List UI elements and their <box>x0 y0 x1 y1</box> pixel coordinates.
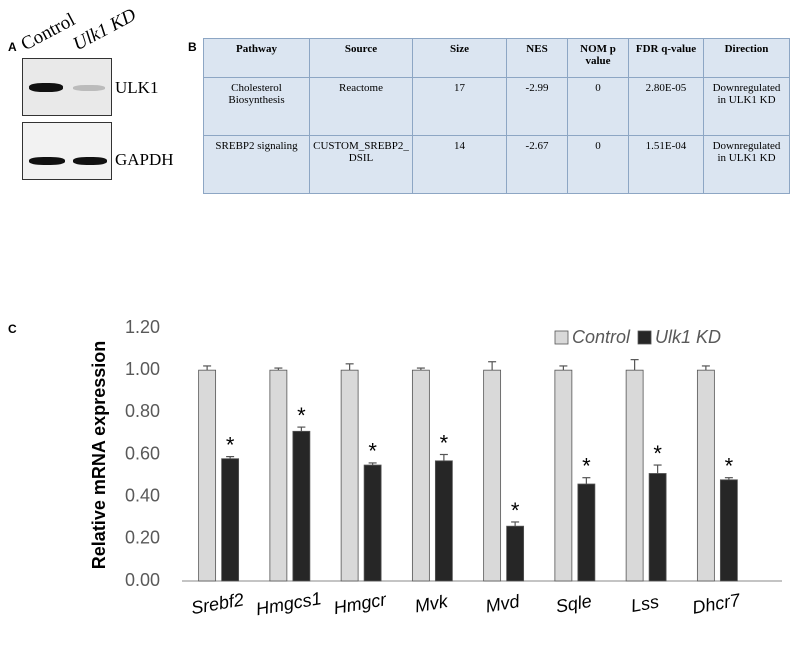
bar <box>411 369 430 582</box>
bar <box>554 369 573 582</box>
bar <box>363 464 382 582</box>
significance-marker: * <box>297 403 306 428</box>
bar <box>625 369 644 582</box>
cell: CUSTOM_SREBP2_DSIL <box>309 135 413 194</box>
significance-marker: * <box>725 454 734 479</box>
x-tick-label: Mvd <box>484 591 522 617</box>
protein-label: GAPDH <box>115 150 174 169</box>
y-tick-label: 1.20 <box>125 317 160 337</box>
x-tick-label: Dhcr7 <box>691 590 743 618</box>
cell: Downregulated in ULK1 KD <box>703 77 790 136</box>
y-tick-label: 0.40 <box>125 485 160 505</box>
significance-marker: * <box>368 439 377 464</box>
legend-label: Ulk1 KD <box>655 327 721 347</box>
cell: 2.80E-05 <box>628 77 704 136</box>
y-tick-label: 0.00 <box>125 570 160 590</box>
lane-label: Control <box>17 9 79 56</box>
bar <box>221 458 240 582</box>
bar <box>719 479 738 582</box>
cell: 0 <box>567 135 629 194</box>
bar <box>483 369 502 582</box>
lane-label: Ulk1 KD <box>69 4 140 56</box>
x-tick-label: Mvk <box>413 591 450 617</box>
y-tick-label: 0.60 <box>125 443 160 463</box>
y-tick-label: 0.20 <box>125 528 160 548</box>
cell: Downregulated in ULK1 KD <box>703 135 790 194</box>
header-cell: Direction <box>703 38 790 78</box>
y-tick-label: 1.00 <box>125 359 160 379</box>
x-tick-label: Sqle <box>554 591 593 617</box>
significance-marker: * <box>440 430 449 455</box>
cell: Cholesterol Biosynthesis <box>203 77 310 136</box>
cell: 14 <box>412 135 507 194</box>
gsea-table: Pathway Source Size NES NOM p value FDR … <box>203 38 790 194</box>
bar <box>292 430 311 582</box>
significance-marker: * <box>582 454 591 479</box>
bar <box>198 369 217 582</box>
legend-swatch <box>554 330 569 345</box>
blot-image <box>22 58 112 116</box>
legend-label: Control <box>572 327 631 347</box>
cell: Reactome <box>309 77 413 136</box>
bar <box>434 460 453 582</box>
x-tick-label: Lss <box>629 591 660 616</box>
cell: -2.67 <box>506 135 568 194</box>
cell: 1.51E-04 <box>628 135 704 194</box>
bar <box>506 525 525 582</box>
bar <box>577 483 596 582</box>
y-axis-title: Relative mRNA expression <box>89 341 109 569</box>
header-cell: NES <box>506 38 568 78</box>
panel-label: A <box>8 40 17 54</box>
bar <box>696 369 715 582</box>
significance-marker: * <box>653 441 662 466</box>
header-cell: Source <box>309 38 413 78</box>
header-cell: Pathway <box>203 38 310 78</box>
cell: SREBP2 signaling <box>203 135 310 194</box>
cell: 17 <box>412 77 507 136</box>
bar <box>648 473 667 582</box>
legend-swatch <box>637 330 652 345</box>
header-cell: Size <box>412 38 507 78</box>
x-tick-label: Hmgcs1 <box>254 588 322 619</box>
cell: -2.99 <box>506 77 568 136</box>
blot-image <box>22 122 112 180</box>
y-tick-label: 0.80 <box>125 401 160 421</box>
header-cell: FDR q-value <box>628 38 704 78</box>
panel-label: B <box>188 40 197 54</box>
panel-label: C <box>8 322 17 336</box>
bar <box>269 369 288 582</box>
significance-marker: * <box>511 498 520 523</box>
protein-label: ULK1 <box>115 78 159 97</box>
x-tick-label: Srebf2 <box>190 589 246 618</box>
cell: 0 <box>567 77 629 136</box>
x-tick-label: Hmgcr <box>332 589 389 618</box>
header-cell: NOM p value <box>567 38 629 78</box>
significance-marker: * <box>226 432 235 457</box>
bar <box>340 369 359 582</box>
